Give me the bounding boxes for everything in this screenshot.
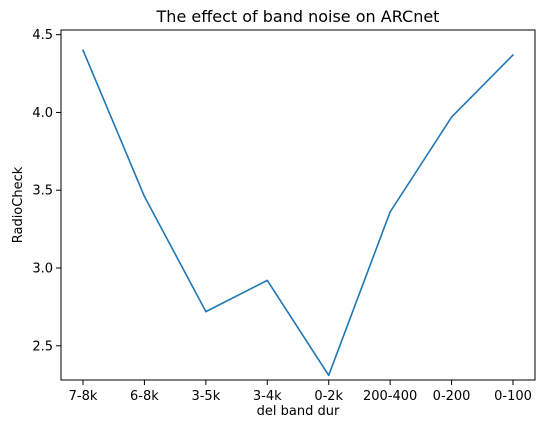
data-point — [389, 211, 391, 213]
y-tick-label: 2.5 — [32, 339, 53, 354]
x-tick-label: 3-4k — [253, 389, 282, 404]
data-point — [205, 310, 207, 313]
x-axis-label: del band dur — [257, 404, 340, 419]
x-tick-label: 0-100 — [494, 389, 532, 404]
y-axis-label: RadioCheck — [11, 166, 26, 243]
data-point — [82, 49, 84, 52]
data-point — [512, 54, 514, 56]
series-line — [82, 49, 514, 377]
x-tick-label: 3-5k — [191, 389, 220, 404]
x-axis: 7-8k 6-8k 3-5k 3-4k 0-2k 200-400 0-200 0-100 — [69, 380, 532, 404]
plot-frame — [60, 29, 536, 381]
x-tick-label: 0-200 — [433, 389, 471, 404]
data-point — [143, 195, 146, 198]
x-tick-label: 0-2k — [314, 389, 343, 404]
data-point — [450, 116, 453, 118]
series-layer — [82, 49, 514, 377]
x-tick-label: 7-8k — [69, 389, 98, 404]
x-tick-label: 200-400 — [363, 389, 417, 404]
data-point — [266, 279, 269, 282]
y-axis: 2.5 3.0 3.5 4.0 4.5 — [32, 28, 61, 354]
data-point — [327, 374, 330, 377]
y-tick-label: 3.5 — [32, 184, 53, 199]
chart-title: The effect of band noise on ARCnet — [156, 7, 440, 26]
y-tick-label: 3.0 — [32, 262, 53, 277]
y-tick-label: 4.0 — [32, 106, 53, 121]
y-tick-label: 4.5 — [32, 28, 53, 43]
x-tick-label: 6-8k — [130, 389, 159, 404]
